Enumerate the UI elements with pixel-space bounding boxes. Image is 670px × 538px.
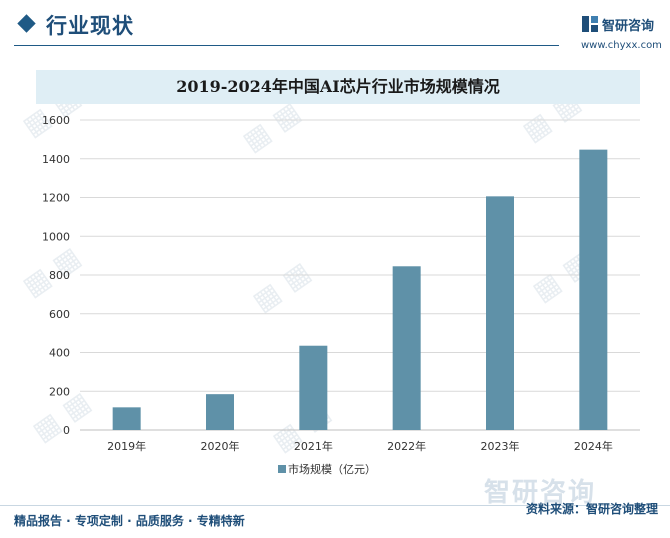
bar xyxy=(112,407,141,430)
x-tick-label: 2022年 xyxy=(387,439,426,453)
label-layer: 0 200 400 600 800 1000 1200 1400 1600 2019年 2020年 2… xyxy=(42,114,613,453)
x-tick-label: 2021年 xyxy=(294,439,333,453)
bar-chart: 0 200 400 600 800 1000 1200 1400 1600 2019年 2020年 2… xyxy=(42,114,640,476)
y-tick-label: 600 xyxy=(49,308,70,321)
y-tick-label: 1400 xyxy=(42,153,70,166)
x-tick-label: 2024年 xyxy=(574,439,613,453)
y-tick-label: 1200 xyxy=(42,192,70,205)
header: 行业现状 智研咨询 www.chyxx.com xyxy=(0,0,670,56)
chart-title: 2019-2024年中国AI芯片行业市场规模情况 xyxy=(176,77,500,96)
logo-url: www.chyxx.com xyxy=(581,40,662,51)
y-tick-label: 200 xyxy=(49,385,70,398)
y-tick-label: 800 xyxy=(49,269,70,282)
x-tick-label: 2019年 xyxy=(107,439,146,453)
bar xyxy=(299,345,328,430)
chart-title-band: 2019-2024年中国AI芯片行业市场规模情况 xyxy=(36,70,640,104)
logo-icon xyxy=(582,16,598,32)
y-tick-label: 1000 xyxy=(42,230,70,243)
y-tick-label: 0 xyxy=(63,424,70,437)
grid-layer xyxy=(80,119,640,431)
legend-swatch xyxy=(278,465,286,473)
x-tick-label: 2023年 xyxy=(481,439,520,453)
bar xyxy=(206,394,234,430)
section-title: 行业现状 xyxy=(46,14,134,38)
x-tick-label: 2020年 xyxy=(201,439,240,453)
legend-layer: 市场规模（亿元） xyxy=(278,462,376,476)
footer-tagline: 精品报告 · 专项定制 · 品质服务 · 专精特新 xyxy=(14,514,245,528)
header-divider xyxy=(14,45,559,46)
footer-divider xyxy=(0,505,670,506)
data-source: 资料来源：智研咨询整理 xyxy=(525,502,658,516)
legend-label: 市场规模（亿元） xyxy=(288,462,376,476)
bar xyxy=(392,266,421,430)
bar-layer xyxy=(112,149,608,431)
logo: 智研咨询 www.chyxx.com xyxy=(581,14,667,54)
bar xyxy=(486,196,514,430)
y-tick-label: 400 xyxy=(49,347,70,360)
logo-name: 智研咨询 xyxy=(602,19,655,34)
y-tick-label: 1600 xyxy=(42,114,70,127)
bar xyxy=(579,149,608,431)
footer-brand-watermark: 智研咨询 xyxy=(484,478,597,508)
